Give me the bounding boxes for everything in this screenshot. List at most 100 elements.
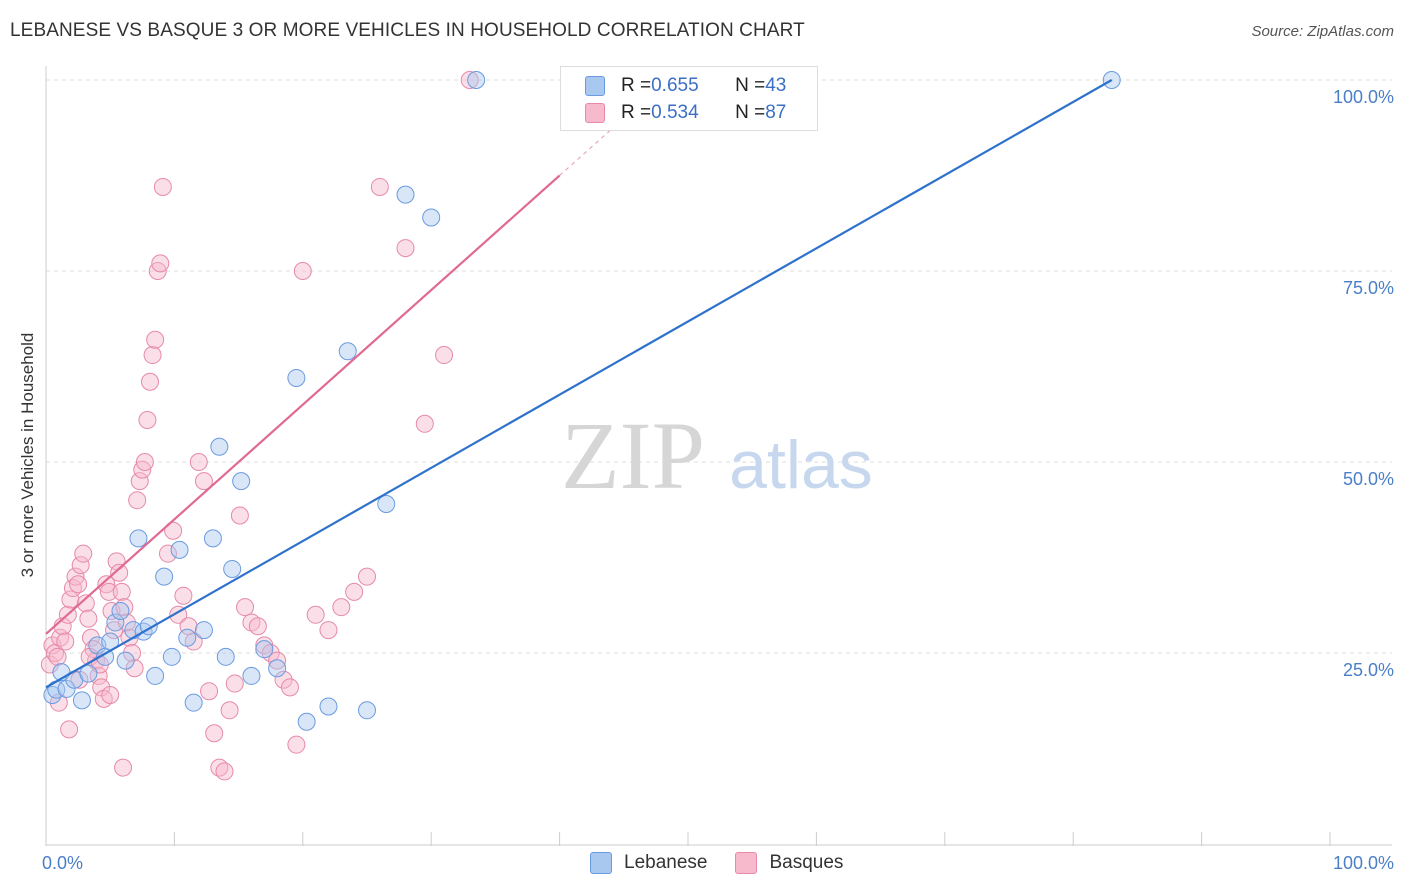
basques-point <box>79 609 98 628</box>
legend-item-lebanese[interactable]: Lebanese <box>590 852 707 874</box>
lebanese-point <box>338 342 357 361</box>
basques-swatch <box>735 852 758 874</box>
basques-point <box>56 632 75 651</box>
lebanese-point <box>106 613 125 632</box>
lebanese-point <box>57 679 76 698</box>
lebanese-point <box>232 472 251 491</box>
lebanese-point <box>210 437 229 456</box>
legend-item-basques[interactable]: Basques <box>735 852 843 874</box>
basques-point <box>274 670 293 689</box>
lebanese-point <box>178 628 197 647</box>
basques-point <box>194 472 213 491</box>
basques-point <box>135 453 154 471</box>
n-label: N = <box>735 75 766 96</box>
r-label: R = <box>621 75 652 96</box>
basques-point <box>268 651 287 670</box>
basques-point <box>123 644 142 662</box>
basques-point <box>255 636 274 655</box>
basques-point <box>69 575 88 594</box>
basques-point <box>70 670 89 689</box>
lebanese-point <box>223 559 242 578</box>
basques-trend-line <box>45 174 561 635</box>
lebanese-swatch <box>585 76 605 96</box>
basques-point <box>306 605 325 624</box>
basques-point <box>345 582 364 601</box>
legend-label-lebanese: Lebanese <box>624 852 708 873</box>
basques-point <box>143 346 162 365</box>
lebanese-point <box>396 185 415 204</box>
watermark-zip: ZIP <box>561 402 705 509</box>
lebanese-point <box>467 71 486 89</box>
r-value: 0.655 <box>651 75 699 96</box>
source-credit: Source: ZipAtlas.com <box>1251 23 1394 40</box>
basques-point <box>332 598 351 617</box>
basques-point <box>61 590 80 609</box>
legend-row-lebanese: R = 0.655 N = 43 <box>585 73 786 99</box>
basques-point <box>141 372 160 391</box>
chart-title: LEBANESE VS BASQUE 3 OR MORE VEHICLES IN… <box>10 20 805 41</box>
lebanese-point <box>129 529 148 548</box>
lebanese-point <box>111 601 130 620</box>
x-tick-max: 100.0% <box>1332 853 1394 873</box>
r-value: 0.534 <box>651 102 699 123</box>
r-label: R = <box>621 102 652 123</box>
basques-point <box>153 177 172 196</box>
basques-point <box>200 682 219 701</box>
lebanese-point <box>184 693 203 712</box>
lebanese-point <box>297 712 316 731</box>
lebanese-point <box>287 368 306 387</box>
basques-point <box>174 586 193 605</box>
basques-point <box>101 686 120 705</box>
basques-point <box>205 724 224 743</box>
basques-point <box>60 720 79 739</box>
y-tick-label: 25.0% <box>1342 660 1394 680</box>
basques-point <box>110 563 129 582</box>
lebanese-point <box>146 666 165 685</box>
y-tick-label: 100.0% <box>1332 87 1394 107</box>
n-value: 87 <box>765 102 787 123</box>
basques-point <box>48 647 67 666</box>
lebanese-point <box>422 208 441 227</box>
basques-point <box>112 582 131 601</box>
lebanese-point <box>155 567 174 586</box>
lebanese-point <box>377 495 396 514</box>
y-tick-label: 50.0% <box>1342 469 1394 489</box>
basques-point <box>415 414 434 433</box>
basques-point <box>248 617 267 636</box>
lebanese-trend-line <box>45 79 1113 689</box>
n-value: 43 <box>765 75 787 96</box>
basques-point <box>319 621 338 640</box>
basques-point <box>74 544 93 563</box>
basques-point <box>99 582 118 601</box>
basques-point <box>81 628 100 647</box>
basques-point <box>125 659 144 678</box>
basques-point <box>293 262 312 280</box>
basques-point <box>151 254 170 273</box>
stats-legend: R = 0.655 N = 43 R = 0.534 N = 87 <box>560 66 818 131</box>
y-tick-label: 75.0% <box>1342 278 1394 298</box>
basques-point <box>280 678 299 697</box>
lebanese-point <box>116 651 135 670</box>
lebanese-point <box>255 640 274 659</box>
basques-point <box>460 71 479 89</box>
basques-point <box>164 521 183 540</box>
basques-point <box>230 506 249 525</box>
lebanese-point <box>79 664 98 683</box>
basques-point <box>220 701 239 720</box>
basques-swatch <box>585 103 605 123</box>
basques-point <box>114 758 133 777</box>
lebanese-point <box>319 697 338 716</box>
lebanese-point <box>194 621 213 640</box>
basques-point <box>370 177 389 196</box>
basques-point <box>236 598 255 617</box>
lebanese-point <box>216 647 235 666</box>
series-legend: Lebanese Basques <box>590 852 871 874</box>
lebanese-point <box>162 647 181 666</box>
basques-point <box>189 453 208 471</box>
lebanese-point <box>72 691 91 710</box>
basques-point <box>92 678 111 697</box>
basques-point <box>71 556 90 575</box>
basques-point <box>287 735 306 754</box>
basques-point <box>225 674 244 693</box>
